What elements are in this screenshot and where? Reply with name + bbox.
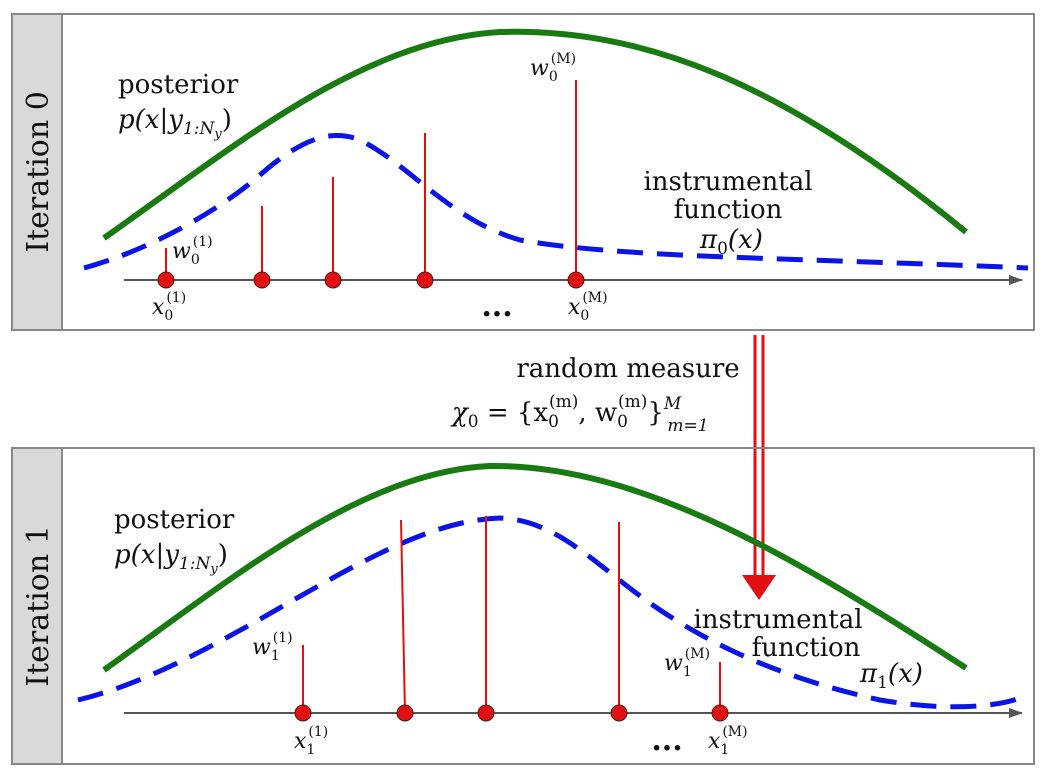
instrumental-expr-0: π0(x) [699, 225, 763, 259]
weight-label-first-0: w0(1) [172, 234, 213, 268]
random-measure-expr: χ0 = {x0(m), w0(m)}M m=1 [450, 392, 709, 436]
panel-iteration-0: Iteration 0 posterior p(x|y1:Ny) instrum… [11, 13, 1035, 331]
instrumental-curve-0 [83, 133, 1029, 271]
ellipsis-1: ... [651, 723, 682, 758]
weight-stem [400, 519, 406, 714]
random-measure-title: random measure [516, 354, 739, 384]
instrumental-label-0-line2: function [674, 195, 783, 225]
posterior-label-0: posterior [118, 70, 239, 100]
sample-label-first-0: x0(1) [152, 290, 186, 324]
panel-iteration-1: Iteration 1 posterior p(x|y1:Ny) instrum… [11, 447, 1035, 765]
posterior-expr-1: p(x|y1:Ny) [114, 540, 228, 577]
instrumental-label-1-line1: instrumental [693, 605, 862, 635]
panel-1-side-band [11, 447, 63, 765]
transition-arrow-head [742, 575, 776, 600]
sample-point [416, 271, 434, 289]
sample-point [610, 704, 628, 722]
sample-label-last-1: x1(M) [708, 724, 748, 758]
panel-1-frame [11, 447, 1035, 765]
sample-point [396, 704, 414, 722]
weight-label-last-1: w1(M) [664, 646, 710, 680]
panel-0-frame [11, 13, 1035, 331]
posterior-expr-0: p(x|y1:Ny) [118, 105, 232, 142]
panel-1-side-label: Iteration 1 [21, 525, 56, 687]
sample-point [324, 271, 342, 289]
sample-point [477, 704, 495, 722]
sample-point [711, 704, 729, 722]
sample-label-first-1: x1(1) [294, 724, 328, 758]
weight-label-first-1: w1(1) [252, 630, 293, 664]
sample-label-last-0: x0(M) [568, 290, 608, 324]
instrumental-label-0-line1: instrumental [643, 167, 812, 197]
posterior-curve-1 [102, 462, 968, 673]
sample-point [567, 271, 585, 289]
ellipsis-0: ... [481, 289, 512, 324]
posterior-label-1: posterior [114, 505, 235, 535]
random-measure-block: random measure χ0 = {x0(m), w0(m)}M m=1 [450, 335, 776, 600]
sample-point [294, 704, 312, 722]
instrumental-expr-1: π1(x) [859, 659, 923, 693]
instrumental-curve-1 [77, 515, 1021, 710]
sample-point [253, 271, 271, 289]
weight-label-last-0: w0(M) [530, 51, 576, 85]
posterior-curve-0 [102, 28, 968, 241]
instrumental-label-1-line2: function [752, 633, 861, 663]
panel-0-side-band [11, 13, 63, 331]
panel-0-side-label: Iteration 0 [21, 91, 56, 253]
sample-point [157, 271, 175, 289]
